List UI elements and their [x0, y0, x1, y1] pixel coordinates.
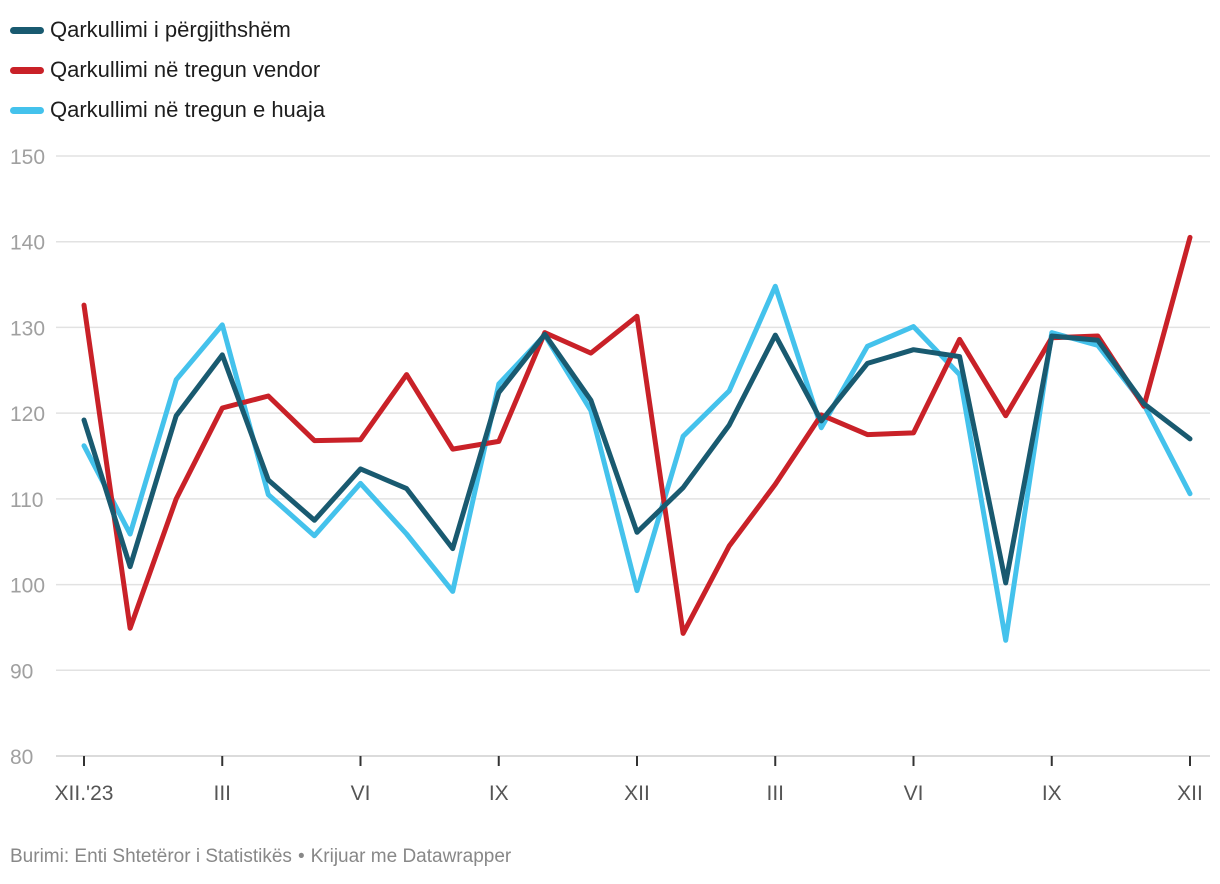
- y-tick-label: 150: [10, 146, 45, 169]
- chart-footer: Burimi: Enti Shtetëror i Statistikës • Kri…: [10, 846, 511, 868]
- y-tick-label: 80: [10, 746, 33, 769]
- legend-item-foreign: Qarkullimi në tregun e huaja: [10, 90, 325, 130]
- y-tick-label: 110: [10, 489, 43, 512]
- legend-label-domestic: Qarkullimi në tregun vendor: [50, 57, 321, 82]
- chart-legend: Qarkullimi i përgjithshëm Qarkullimi në …: [10, 10, 325, 130]
- x-tick-label: XII: [624, 782, 650, 805]
- series-2: [81, 331, 1193, 586]
- footer-separator: •: [297, 846, 305, 867]
- x-tick-label: III: [213, 782, 231, 805]
- legend-label-total: Qarkullimi i përgjithshëm: [50, 17, 291, 42]
- source-note: Burimi: Enti Shtetëror i Statistikës: [10, 846, 292, 867]
- y-tick-label: 140: [10, 232, 45, 255]
- x-tick-label: IX: [1042, 782, 1062, 805]
- credit-note: Krijuar me Datawrapper: [310, 846, 512, 867]
- x-tick-label: VI: [904, 782, 924, 805]
- legend-swatch-domestic: [10, 66, 44, 74]
- series-0: [81, 283, 1193, 643]
- x-tick-label: VI: [351, 782, 371, 805]
- series-line: [81, 331, 1193, 586]
- x-tick-label: XII.'23: [55, 782, 114, 805]
- x-tick-label: IX: [489, 782, 509, 805]
- x-axis: XII.'23 III VI IX XII III VI IX XII: [55, 756, 1203, 805]
- series-line: [81, 283, 1193, 643]
- y-gridlines: 80 90 100 110 120 130 140 150: [10, 146, 1210, 769]
- legend-swatch-total: [10, 26, 44, 34]
- legend-swatch-foreign: [10, 106, 44, 114]
- y-tick-label: 90: [10, 660, 33, 683]
- y-tick-label: 130: [10, 317, 45, 340]
- x-tick-label: III: [766, 782, 784, 805]
- x-tick-label: XII: [1177, 782, 1203, 805]
- legend-label-foreign: Qarkullimi në tregun e huaja: [50, 97, 326, 122]
- y-tick-label: 120: [10, 403, 45, 426]
- legend-item-total: Qarkullimi i përgjithshëm: [10, 10, 325, 50]
- series-line: [81, 234, 1193, 636]
- legend-item-domestic: Qarkullimi në tregun vendor: [10, 50, 325, 90]
- y-tick-label: 100: [10, 575, 45, 598]
